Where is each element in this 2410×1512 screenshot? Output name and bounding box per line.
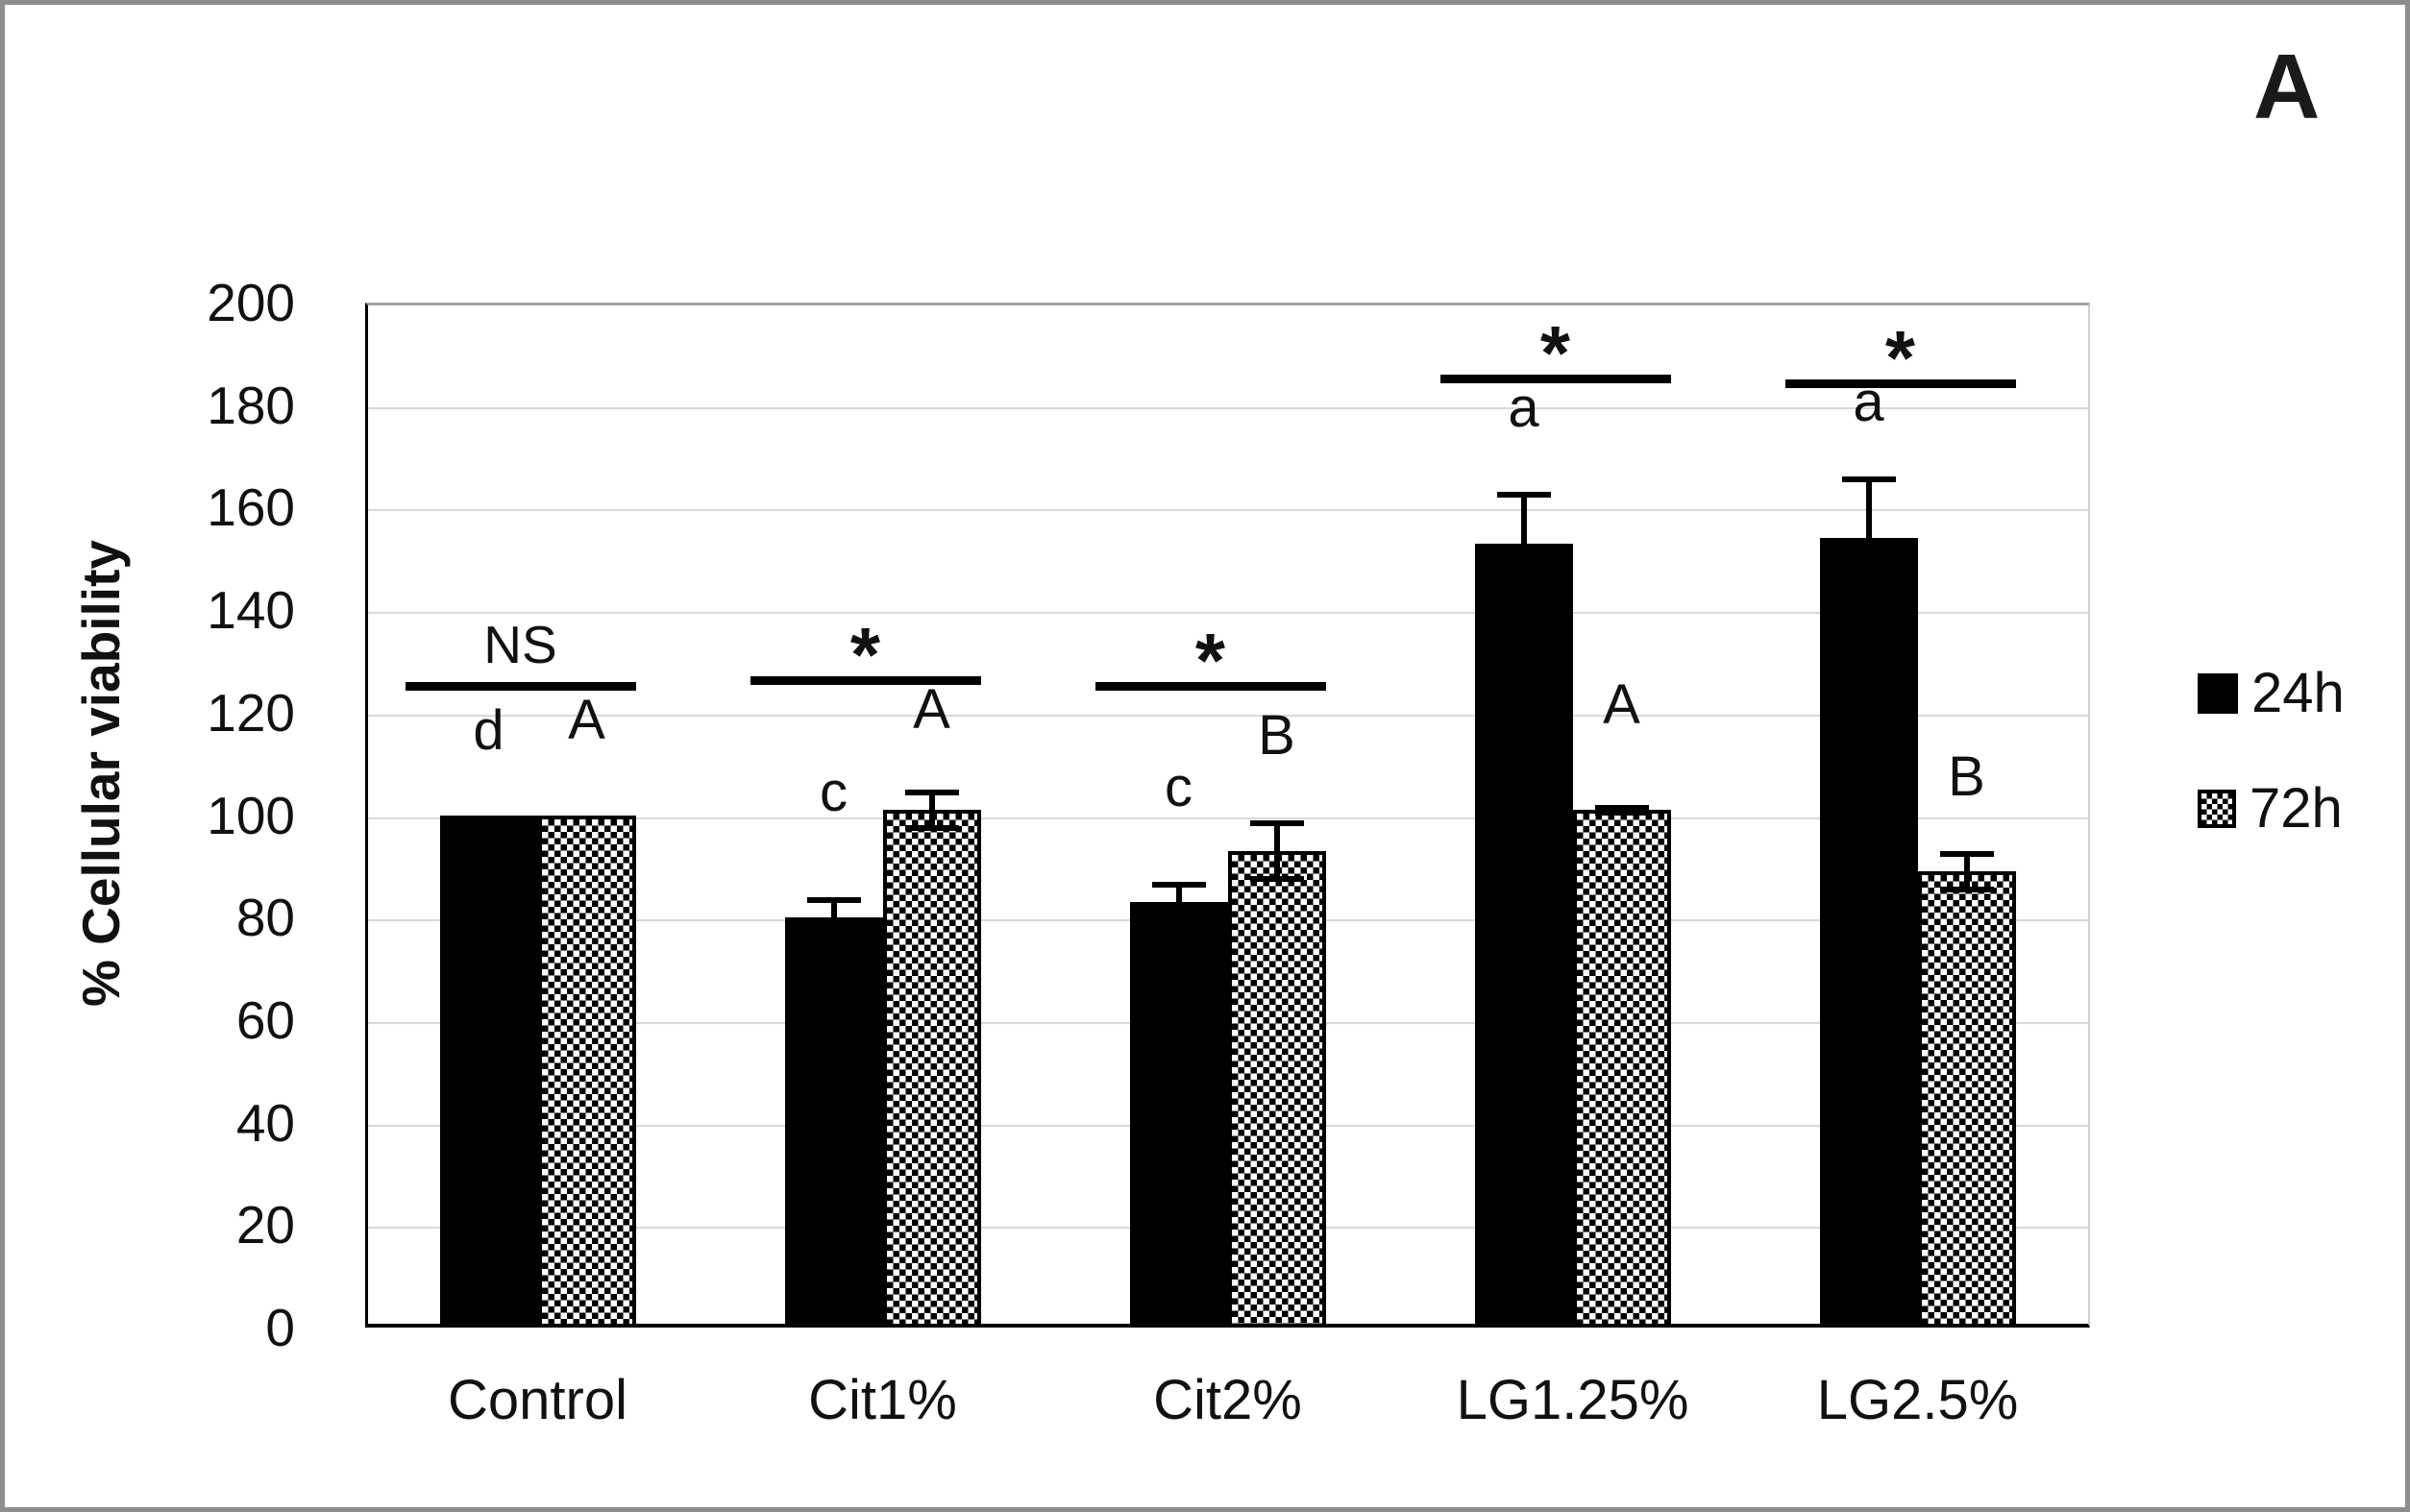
gridline-100	[368, 817, 2088, 819]
x-tick-label-lg125: LG1.25%	[1456, 1369, 1689, 1431]
letter-annotation-72h-lg125: A	[1603, 673, 1640, 737]
bar-72h-cit1	[882, 810, 981, 1328]
error-cap-bottom-72h-cit1	[904, 824, 959, 831]
bar-24h-lg25	[1819, 538, 1918, 1328]
letter-annotation-72h-lg25: B	[1948, 744, 1985, 808]
y-tick-label-60: 60	[235, 989, 295, 1050]
error-bar-24h-lg125	[1520, 492, 1527, 596]
error-cap-bottom-24h-cit2	[1151, 916, 1206, 923]
error-bar-24h-lg25	[1865, 476, 1872, 600]
error-cap-top-72h-cit1	[904, 789, 959, 795]
y-tick-label-160: 160	[207, 477, 295, 538]
y-tick-label-40: 40	[235, 1092, 295, 1153]
gridline-160	[368, 509, 2088, 512]
bar-24h-lg125	[1474, 543, 1573, 1328]
bar-72h-lg25	[1917, 871, 2016, 1328]
significance-label-control: NS	[483, 614, 557, 674]
bar-72h-control	[537, 815, 636, 1328]
panel-label: A	[2253, 36, 2321, 138]
error-cap-top-24h-cit1	[806, 896, 861, 903]
legend-label-24h: 24h	[2251, 662, 2345, 724]
error-bar-24h-cit1	[830, 896, 837, 939]
letter-annotation-24h-lg125: a	[1508, 376, 1539, 439]
significance-label-cit2: *	[1194, 617, 1226, 703]
letter-annotation-72h-cit1: A	[913, 678, 950, 742]
y-tick-label-200: 200	[207, 273, 295, 332]
y-tick-label-140: 140	[207, 580, 295, 641]
significance-line-lg25	[1784, 379, 2016, 389]
y-tick-label-180: 180	[207, 375, 295, 435]
error-cap-top-72h-lg25	[1939, 850, 1994, 857]
bar-72h-lg125	[1572, 810, 1671, 1328]
x-tick-label-cit1: Cit1%	[808, 1369, 957, 1431]
x-tick-label-cit2: Cit2%	[1153, 1369, 1302, 1431]
letter-annotation-24h-control: d	[473, 698, 504, 762]
significance-label-lg125: *	[1539, 309, 1571, 396]
gridline-180	[368, 406, 2088, 409]
bar-24h-cit2	[1129, 902, 1228, 1328]
error-cap-top-24h-lg125	[1496, 492, 1551, 499]
y-tick-label-100: 100	[207, 785, 295, 845]
error-cap-top-72h-cit2	[1249, 819, 1304, 826]
bar-24h-cit1	[784, 917, 883, 1328]
legend-entry-24h: 24h	[2198, 666, 2345, 721]
x-tick-label-lg25: LG2.5%	[1816, 1369, 2019, 1431]
significance-label-lg25: *	[1884, 315, 1916, 402]
significance-line-control	[405, 681, 636, 691]
letter-annotation-72h-control: A	[568, 689, 605, 752]
error-cap-bottom-72h-cit2	[1249, 875, 1304, 882]
bar-72h-cit2	[1227, 850, 1326, 1328]
error-bar-72h-cit2	[1273, 819, 1280, 882]
error-cap-bottom-24h-lg125	[1496, 589, 1551, 596]
significance-line-cit2	[1094, 681, 1326, 691]
error-cap-top-24h-lg25	[1841, 476, 1896, 483]
error-cap-top-24h-cit2	[1151, 881, 1206, 888]
gridline-140	[368, 612, 2088, 615]
error-bar-72h-lg25	[1963, 850, 1970, 892]
error-cap-top-72h-lg125	[1594, 804, 1649, 811]
error-cap-bottom-24h-cit1	[806, 932, 861, 939]
legend-label-72h: 72h	[2250, 777, 2343, 840]
error-cap-bottom-24h-lg25	[1841, 594, 1896, 600]
significance-line-lg125	[1439, 374, 1671, 383]
error-bar-72h-cit1	[928, 789, 935, 831]
letter-annotation-24h-cit2: c	[1165, 755, 1193, 818]
x-tick-label-control: Control	[448, 1369, 627, 1431]
error-cap-bottom-72h-lg25	[1939, 886, 1994, 892]
gridline-120	[368, 714, 2088, 717]
y-tick-label-120: 120	[207, 682, 295, 743]
significance-line-cit1	[750, 676, 981, 686]
y-tick-label-80: 80	[235, 888, 295, 948]
legend-swatch-24h-icon	[2198, 673, 2238, 714]
y-tick-label-0: 0	[265, 1298, 295, 1357]
legend-entry-72h: 72h	[2198, 781, 2345, 837]
error-bar-24h-cit2	[1175, 881, 1182, 923]
error-cap-bottom-72h-lg125	[1594, 809, 1649, 816]
y-tick-label-20: 20	[235, 1195, 295, 1256]
significance-label-cit1: *	[849, 612, 881, 698]
legend-swatch-72h-icon	[2198, 790, 2236, 828]
bar-24h-control	[439, 815, 538, 1328]
letter-annotation-72h-cit2: B	[1258, 704, 1295, 768]
legend: 24h 72h	[2198, 666, 2345, 896]
letter-annotation-24h-cit1: c	[820, 760, 848, 823]
